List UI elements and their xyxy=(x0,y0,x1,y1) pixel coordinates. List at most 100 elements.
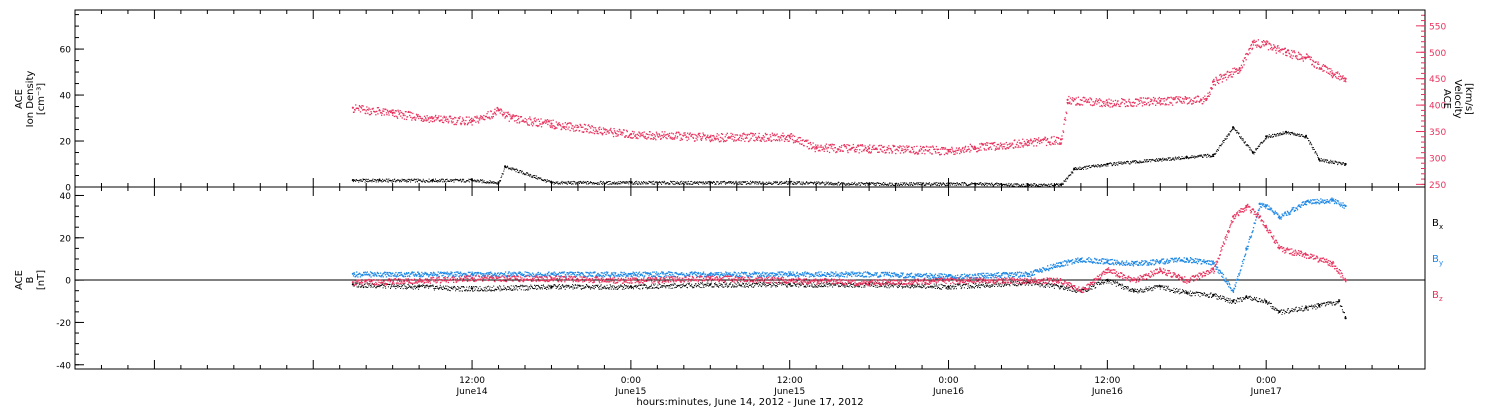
density-point xyxy=(994,184,996,186)
density-point xyxy=(959,183,961,185)
velocity-point xyxy=(855,146,858,148)
density-point xyxy=(1101,164,1102,166)
velocity-point xyxy=(994,141,996,144)
bx-point xyxy=(668,287,670,289)
velocity-point xyxy=(764,140,766,143)
velocity-point xyxy=(507,112,509,114)
velocity-point xyxy=(613,128,615,130)
bx-point xyxy=(565,284,567,286)
bx-point xyxy=(774,285,776,287)
velocity-point xyxy=(919,145,922,148)
bx-point xyxy=(913,284,915,286)
density-point xyxy=(935,184,937,186)
velocity-point xyxy=(843,144,845,146)
velocity-point xyxy=(1140,99,1142,102)
velocity-point xyxy=(1035,145,1038,147)
density-point xyxy=(593,182,595,184)
velocity-point xyxy=(786,136,788,138)
bx-point xyxy=(550,288,552,290)
density-point xyxy=(1017,183,1019,185)
bx-point xyxy=(917,286,919,288)
density-point xyxy=(823,182,825,184)
density-point xyxy=(996,182,998,184)
bx-point xyxy=(514,289,516,291)
bx-point xyxy=(505,288,507,290)
velocity-point xyxy=(1311,63,1313,65)
density-point xyxy=(1013,183,1015,185)
bx-point xyxy=(414,285,416,287)
density-point xyxy=(735,180,737,182)
bx-point xyxy=(820,285,822,287)
velocity-point xyxy=(654,135,656,137)
bx-point xyxy=(576,287,578,289)
bx-point xyxy=(890,286,892,288)
velocity-tick-label: 400 xyxy=(1429,102,1446,112)
velocity-point xyxy=(1202,103,1204,105)
density-point xyxy=(371,181,373,183)
velocity-point xyxy=(1194,101,1196,103)
density-point xyxy=(1296,135,1298,137)
velocity-point xyxy=(823,148,825,150)
bx-point xyxy=(382,284,384,286)
velocity-point xyxy=(1017,146,1019,149)
density-point xyxy=(451,179,453,181)
bx-point xyxy=(681,284,683,286)
density-point xyxy=(1167,159,1169,161)
density-point xyxy=(1055,184,1057,185)
density-point xyxy=(678,182,679,184)
density-point xyxy=(1235,130,1237,132)
velocity-point xyxy=(1188,97,1191,99)
density-point xyxy=(364,179,366,180)
velocity-point xyxy=(608,132,610,134)
bx-point xyxy=(645,285,647,287)
velocity-point xyxy=(946,153,949,155)
velocity-point xyxy=(1121,98,1123,100)
bx-point xyxy=(938,284,940,286)
velocity-point xyxy=(1163,100,1165,102)
density-point xyxy=(1036,185,1038,187)
velocity-point xyxy=(616,130,618,132)
velocity-point xyxy=(1245,59,1247,61)
bx-point xyxy=(582,288,584,289)
density-point xyxy=(680,183,682,185)
density-point xyxy=(1039,184,1041,186)
velocity-point xyxy=(760,140,762,142)
density-point xyxy=(1303,136,1305,138)
density-point xyxy=(1170,159,1172,161)
velocity-sample xyxy=(1212,80,1215,83)
density-point xyxy=(1339,162,1341,164)
velocity-point xyxy=(481,115,483,118)
density-point xyxy=(1295,134,1297,136)
density-point xyxy=(372,179,373,181)
velocity-point xyxy=(1260,46,1262,48)
density-point xyxy=(853,183,855,184)
velocity-point xyxy=(856,149,858,151)
density-point xyxy=(779,181,781,183)
velocity-tick-label: 500 xyxy=(1429,49,1446,59)
bx-point xyxy=(561,287,562,289)
density-point xyxy=(1265,138,1267,140)
velocity-point xyxy=(829,144,831,147)
velocity-point xyxy=(972,147,974,149)
density-point xyxy=(1117,161,1119,163)
bx-point xyxy=(630,287,632,289)
bx-point xyxy=(750,284,752,286)
bx-point xyxy=(465,289,467,291)
bx-point xyxy=(807,285,809,287)
density-point xyxy=(1245,141,1246,143)
bx-point xyxy=(385,287,387,289)
bx-point xyxy=(663,285,665,287)
density-point xyxy=(637,183,639,185)
density-point xyxy=(885,184,887,186)
density-point xyxy=(1130,162,1132,164)
velocity-point xyxy=(454,123,456,125)
velocity-point xyxy=(702,133,705,136)
velocity-point xyxy=(1043,138,1046,140)
density-point xyxy=(1130,161,1132,163)
density-point xyxy=(1282,131,1284,133)
velocity-point xyxy=(1251,48,1253,51)
density-point xyxy=(903,183,904,185)
bx-point xyxy=(881,282,883,284)
bx-point xyxy=(648,286,650,288)
density-point xyxy=(1189,157,1191,158)
